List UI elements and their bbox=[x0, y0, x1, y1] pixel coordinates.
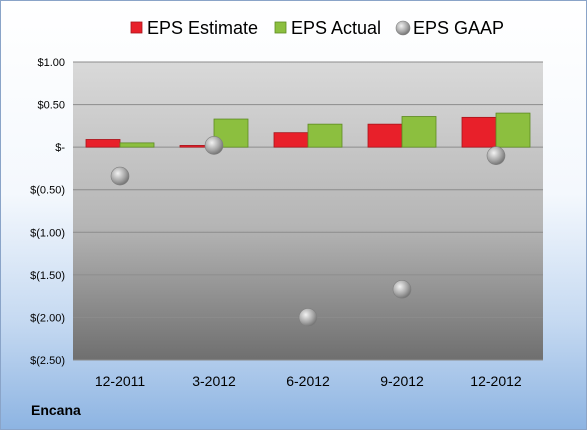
point-eps-gaap-3-2012 bbox=[204, 136, 224, 155]
bar-eps-estimate-9-2012 bbox=[367, 123, 403, 148]
legend-label-eps-estimate: EPS Estimate bbox=[147, 18, 258, 38]
bar-eps-actual-12-2012 bbox=[495, 112, 531, 148]
bar-eps-actual-12-2011 bbox=[119, 142, 155, 148]
y-tick-label: $- bbox=[55, 142, 65, 154]
gaap-points bbox=[110, 136, 506, 327]
y-tick-label: $0.50 bbox=[37, 100, 65, 112]
bar-eps-estimate-12-2012 bbox=[461, 116, 497, 148]
x-tick-label: 6-2012 bbox=[286, 373, 330, 389]
point-eps-gaap-12-2011 bbox=[110, 166, 130, 186]
x-axis-tick-labels: 12-2011 3-2012 6-2012 9-2012 12-2012 bbox=[95, 373, 522, 389]
legend-swatch-eps-actual bbox=[274, 21, 287, 34]
point-eps-gaap-6-2012 bbox=[298, 308, 318, 327]
bar-eps-estimate-6-2012 bbox=[273, 132, 309, 148]
legend: EPS Estimate EPS Actual EPS GAAP bbox=[130, 18, 504, 38]
bar-eps-actual-6-2012 bbox=[307, 123, 343, 148]
y-tick-label: $(2.00) bbox=[30, 312, 65, 324]
y-tick-label: $(1.00) bbox=[30, 227, 65, 239]
legend-swatch-eps-estimate bbox=[130, 21, 143, 34]
legend-swatch-eps-gaap bbox=[395, 20, 411, 36]
x-tick-label: 9-2012 bbox=[380, 373, 424, 389]
x-tick-label: 12-2011 bbox=[95, 373, 146, 389]
bar-eps-actual-9-2012 bbox=[401, 116, 437, 148]
y-axis-tick-labels: $1.00 $0.50 $- $(0.50) $(1.00) $(1.50) $(2.00)… bbox=[30, 57, 65, 367]
y-tick-label: $(2.50) bbox=[30, 355, 65, 367]
point-eps-gaap-12-2012 bbox=[486, 146, 506, 165]
y-tick-label: $(1.50) bbox=[30, 270, 65, 282]
x-tick-label: 3-2012 bbox=[192, 373, 236, 389]
y-tick-label: $1.00 bbox=[37, 57, 65, 69]
company-name: Encana bbox=[31, 402, 81, 418]
y-tick-label: $(0.50) bbox=[30, 185, 65, 197]
bar-eps-estimate-12-2011 bbox=[85, 139, 121, 148]
legend-label-eps-gaap: EPS GAAP bbox=[413, 18, 504, 38]
point-eps-gaap-9-2012 bbox=[392, 280, 412, 299]
bars bbox=[85, 112, 531, 148]
legend-label-eps-actual: EPS Actual bbox=[291, 18, 381, 38]
x-tick-label: 12-2012 bbox=[470, 373, 522, 389]
